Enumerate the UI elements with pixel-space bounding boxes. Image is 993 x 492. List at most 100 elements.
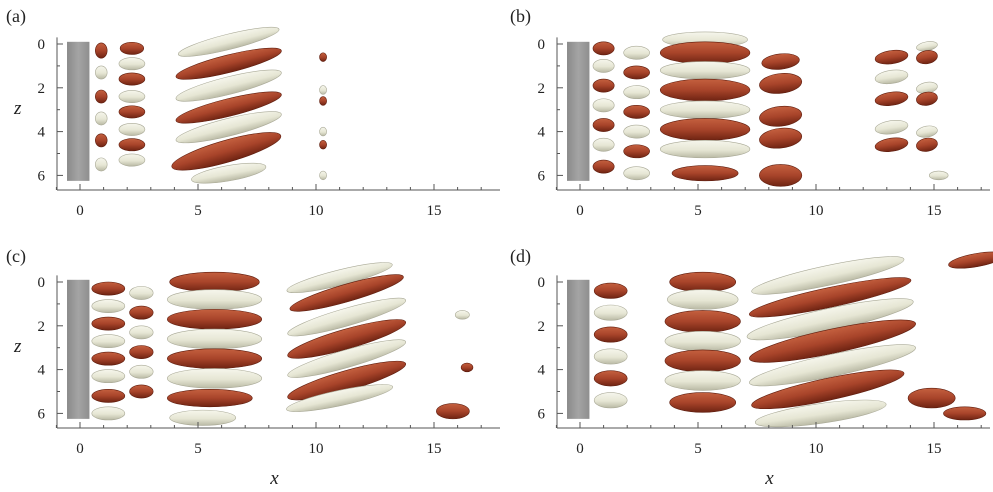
negative-vortex-isosurface [593,348,628,365]
negative-vortex-isosurface [95,111,108,126]
axes: 0 2 4 6 0 5 10 15 [38,37,500,219]
vortex-structures [95,26,327,184]
positive-vortex-isosurface [460,362,474,373]
positive-vortex-isosurface [167,348,263,369]
z-tick-label: 2 [38,81,46,97]
negative-vortex-isosurface [593,304,628,321]
positive-vortex-isosurface [671,165,739,182]
negative-vortex-isosurface [592,98,615,113]
x-tick-label: 0 [76,441,84,457]
z-tick-label: 0 [538,37,546,53]
positive-vortex-isosurface [167,309,263,330]
negative-vortex-isosurface [593,392,628,409]
negative-vortex-isosurface [659,61,751,80]
positive-vortex-isosurface [751,369,905,410]
positive-vortex-isosurface [948,251,993,269]
positive-vortex-isosurface [659,41,751,65]
negative-vortex-isosurface [754,399,887,428]
z-tick-label: 6 [538,406,546,422]
positive-vortex-isosurface [659,78,751,102]
positive-vortex-isosurface [118,138,146,152]
panel-label: (b) [510,6,531,27]
negative-vortex-isosurface [874,69,909,85]
negative-vortex-isosurface [623,45,650,60]
negative-vortex-isosurface [319,85,327,95]
z-tick-label: 4 [538,363,546,379]
negative-vortex-isosurface [667,289,739,310]
vortex-structures [91,262,474,426]
axes: 0 2 4 6 0 5 10 15 [38,275,500,457]
z-tick-label: 2 [538,81,546,97]
cylinder-body [67,41,90,181]
cylinder-body [567,41,590,181]
z-tick-label: 4 [38,125,46,141]
negative-vortex-isosurface [592,59,615,73]
x-axis-label: x [269,468,279,489]
positive-vortex-isosurface [593,370,628,387]
z-tick-label: 2 [38,319,46,335]
negative-vortex-isosurface [91,299,126,313]
positive-vortex-isosurface [175,91,282,124]
panel-c: 0 2 4 6 0 5 10 15 (c) z x [6,246,500,489]
negative-vortex-isosurface [749,344,916,387]
positive-vortex-isosurface [874,137,909,152]
positive-vortex-isosurface [874,49,909,65]
negative-vortex-isosurface [118,57,146,71]
positive-vortex-isosurface [943,406,987,421]
axes: 0 2 4 6 0 5 10 15 [538,275,990,457]
negative-vortex-isosurface [623,166,650,181]
positive-vortex-isosurface [129,345,154,359]
z-tick-label: 6 [38,406,46,422]
positive-vortex-isosurface [592,159,615,174]
positive-vortex-isosurface [95,42,108,59]
positive-vortex-isosurface [119,41,145,55]
cylinder-body [67,279,90,419]
negative-vortex-isosurface [91,334,126,348]
positive-vortex-isosurface [623,105,650,119]
positive-vortex-isosurface [592,78,615,93]
positive-vortex-isosurface [129,305,154,320]
negative-vortex-isosurface [95,157,108,172]
panel-label: (d) [510,246,531,267]
x-tick-label: 0 [76,203,84,219]
negative-vortex-isosurface [175,69,282,102]
positive-vortex-isosurface [761,53,800,70]
positive-vortex-isosurface [664,349,741,373]
positive-vortex-isosurface [175,47,282,80]
positive-vortex-isosurface [118,105,146,119]
negative-vortex-isosurface [659,100,751,119]
positive-vortex-isosurface [319,140,327,150]
positive-vortex-isosurface [593,326,628,343]
positive-vortex-isosurface [593,282,628,299]
positive-vortex-isosurface [659,118,751,141]
z-tick-label: 4 [538,125,546,141]
positive-vortex-isosurface [592,41,615,56]
positive-vortex-isosurface [289,274,404,312]
positive-vortex-isosurface [436,403,470,420]
positive-vortex-isosurface [91,281,126,296]
positive-vortex-isosurface [916,91,938,106]
positive-vortex-isosurface [319,96,327,106]
panel-b: 0 2 4 6 0 5 10 15 (b) [510,6,990,219]
negative-vortex-isosurface [623,124,650,139]
negative-vortex-isosurface [118,153,146,167]
positive-vortex-isosurface [319,52,327,62]
z-axis-label: z [13,336,22,357]
x-tick-label: 10 [309,441,324,457]
negative-vortex-isosurface [175,111,282,144]
positive-vortex-isosurface [669,392,737,413]
z-tick-label: 0 [38,37,46,53]
panel-label: (a) [6,6,26,27]
negative-vortex-isosurface [191,162,267,184]
z-tick-label: 0 [538,275,546,291]
negative-vortex-isosurface [874,120,909,135]
x-tick-label: 15 [427,441,442,457]
negative-vortex-isosurface [751,256,905,295]
x-tick-label: 5 [694,203,702,219]
axes: 0 2 4 6 0 5 10 15 [538,37,990,219]
x-tick-label: 5 [194,203,202,219]
vortex-structures [592,31,949,187]
negative-vortex-isosurface [916,125,938,138]
x-tick-label: 10 [309,203,324,219]
